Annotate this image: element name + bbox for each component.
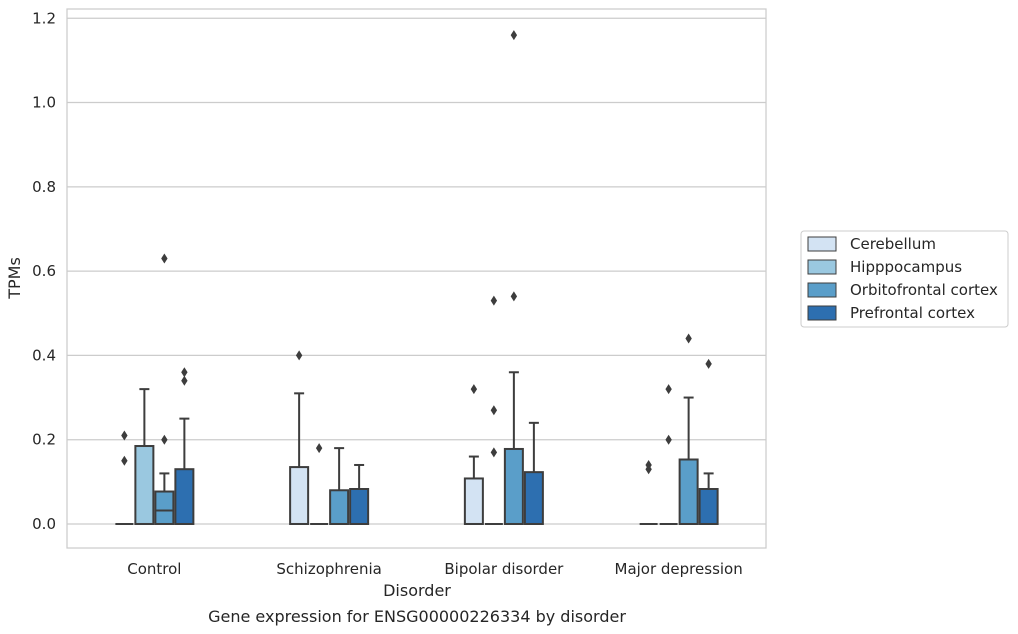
- outlier-point: [510, 291, 518, 302]
- box-prefrontal-cortex-0: [174, 367, 195, 525]
- outlier-point: [121, 430, 128, 441]
- box-orbitofrontal-cortex-3: [678, 333, 699, 525]
- outlier-point: [295, 350, 303, 361]
- y-tick-label: 0.8: [32, 178, 56, 196]
- legend-label: Orbitofrontal cortex: [850, 281, 998, 299]
- legend-swatch: [807, 305, 837, 321]
- legend-label: Prefrontal cortex: [850, 304, 975, 322]
- box: [503, 447, 524, 525]
- box-hipppocampus-1: [310, 443, 329, 525]
- plot-area-frame: [66, 8, 767, 549]
- outlier-point: [510, 30, 518, 41]
- legend-swatch: [807, 236, 837, 252]
- gridlines: [67, 17, 766, 525]
- y-axis-label: TPMs: [5, 257, 24, 300]
- outlier-point: [161, 434, 168, 445]
- box: [523, 471, 544, 525]
- outlier-point: [161, 253, 168, 264]
- outlier-point: [490, 447, 498, 458]
- box-cerebellum-3: [639, 459, 658, 525]
- legend-items: Cerebellum Hipppocampus Orbitofrontal cort…: [807, 235, 998, 322]
- box-cerebellum-0: [115, 430, 134, 525]
- box-cerebellum-2: [463, 384, 484, 525]
- legend-frame: [800, 230, 1009, 328]
- outlier-point: [705, 358, 712, 369]
- legend-swatch: [807, 282, 837, 298]
- legend-label: Hipppocampus: [850, 258, 962, 276]
- box: [463, 477, 484, 525]
- box: [154, 490, 175, 525]
- y-tick-label: 1.0: [32, 94, 56, 112]
- box-prefrontal-cortex-3: [698, 358, 719, 525]
- outlier-point: [181, 375, 188, 386]
- box-orbitofrontal-cortex-1: [329, 447, 350, 525]
- box-orbitofrontal-cortex-0: [154, 253, 175, 525]
- x-axis-label: Disorder: [383, 581, 451, 600]
- box: [329, 489, 350, 525]
- outlier-point: [181, 367, 188, 378]
- legend-swatch: [807, 259, 837, 275]
- box: [289, 466, 310, 525]
- box-orbitofrontal-cortex-2: [503, 30, 524, 525]
- x-tick-label: Bipolar disorder: [444, 560, 564, 578]
- y-axis-ticks: 0.0 0.2 0.4 0.6 0.8 1.0 1.2: [32, 9, 56, 533]
- outlier-point: [470, 384, 478, 395]
- box-hipppocampus-3: [659, 384, 678, 525]
- legend: Cerebellum Hipppocampus Orbitofrontal cort…: [800, 230, 1009, 328]
- box-prefrontal-cortex-2: [523, 421, 544, 525]
- box: [174, 468, 195, 525]
- y-tick-label: 1.2: [32, 9, 56, 27]
- x-tick-label: Control: [127, 560, 181, 578]
- box-cerebellum-1: [289, 350, 310, 525]
- chart-caption: Gene expression for ENSG00000226334 by d…: [208, 607, 626, 626]
- box-hipppocampus-2: [484, 295, 503, 525]
- outlier-point: [645, 464, 652, 475]
- outlier-point: [685, 333, 692, 344]
- box: [349, 488, 370, 525]
- box: [678, 458, 699, 525]
- box-prefrontal-cortex-1: [349, 463, 370, 525]
- box-plots: [115, 30, 719, 525]
- x-tick-label: Schizophrenia: [276, 560, 381, 578]
- outlier-point: [665, 384, 672, 395]
- y-tick-label: 0.2: [32, 431, 56, 449]
- box: [698, 488, 719, 525]
- box: [134, 445, 155, 525]
- outlier-point: [121, 455, 128, 466]
- outlier-point: [315, 443, 323, 454]
- x-tick-label: Major depression: [615, 560, 743, 578]
- outlier-point: [665, 434, 672, 445]
- outlier-point: [490, 405, 498, 416]
- legend-label: Cerebellum: [850, 235, 936, 253]
- outlier-point: [490, 295, 498, 306]
- box-hipppocampus-0: [134, 388, 155, 525]
- y-tick-label: 0.6: [32, 262, 56, 280]
- y-tick-label: 0.4: [32, 346, 56, 364]
- y-tick-label: 0.0: [32, 515, 56, 533]
- x-axis-ticks: Control Schizophrenia Bipolar disorder Majo…: [127, 560, 742, 578]
